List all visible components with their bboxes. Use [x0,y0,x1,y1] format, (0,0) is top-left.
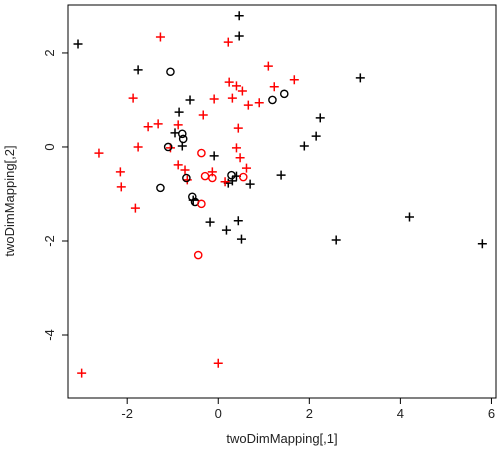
point [299,141,309,151]
y-axis-label: twoDimMapping[,2] [2,145,17,256]
point [130,203,140,213]
point [315,113,325,123]
x-tick-label: 0 [215,406,222,421]
point [153,119,163,129]
point [166,67,175,77]
point [236,234,246,244]
point [73,39,83,49]
point [173,120,183,130]
point [205,217,215,227]
point [193,250,203,260]
point [220,177,230,187]
point [155,32,165,42]
point [163,142,173,152]
point [223,37,233,47]
point [276,170,286,180]
point [224,77,234,87]
point [233,216,243,226]
point [221,225,231,235]
point [227,170,236,180]
point [254,98,264,108]
point [241,163,251,173]
point [180,165,190,175]
point [213,358,223,368]
x-tick-label: 2 [306,406,313,421]
point [188,192,197,202]
plot-frame [67,4,497,399]
point [238,172,248,182]
point [243,100,253,110]
y-tick-label: 0 [42,143,57,150]
point [182,173,191,183]
point [128,93,138,103]
x-tick-label: -2 [121,406,133,421]
point [198,110,208,120]
y-tick-label: -2 [42,235,57,247]
x-tick-label: 6 [488,406,495,421]
point [235,153,245,163]
point [263,61,273,71]
point [209,94,219,104]
point [173,160,183,170]
point [404,212,414,222]
point [170,128,180,138]
point [94,148,104,158]
point [115,167,125,177]
point [231,143,241,153]
point [268,95,277,105]
point [289,75,299,85]
point [477,239,487,249]
point [233,123,243,133]
point [237,86,247,96]
point [311,131,321,141]
point [279,89,289,99]
point [182,175,192,185]
point [227,93,237,103]
point [116,182,126,192]
point [234,11,244,21]
point [174,107,184,117]
point [231,81,241,91]
point [208,173,217,183]
point [355,73,365,83]
point [185,95,195,105]
point [209,151,219,161]
point [200,171,210,181]
y-tick-label: -4 [42,329,57,341]
point [143,122,153,132]
point [227,176,237,186]
point [178,134,188,144]
point [177,129,187,139]
point [197,199,206,209]
point [156,183,165,193]
y-tick-label: 2 [42,49,57,56]
x-tick-label: 4 [397,406,404,421]
point [197,148,206,158]
x-axis-label: twoDimMapping[,1] [226,431,337,446]
point [133,142,143,152]
point [269,82,279,92]
point [77,368,87,378]
point [165,143,175,153]
point [133,65,143,75]
point [234,31,244,41]
point [245,179,255,189]
point [331,235,341,245]
